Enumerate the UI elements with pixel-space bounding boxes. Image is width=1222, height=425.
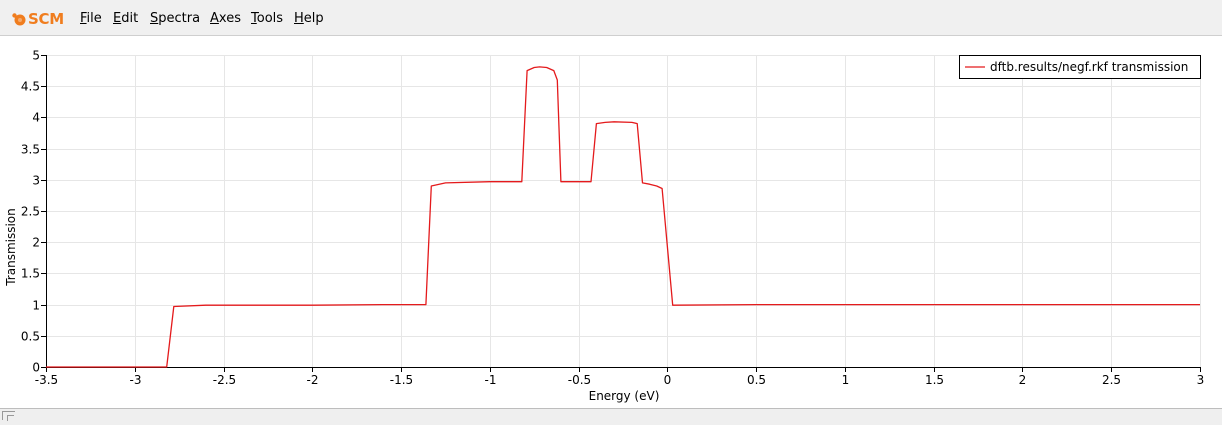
y-tick-label: 4 xyxy=(32,111,40,125)
y-axis-label: Transmission xyxy=(4,208,18,287)
plot-area[interactable]: -3.5 -3 -2.5 -2 -1.5 -1 -0.5 0 0.5 1 1.5 2 2.5 3 0 0.5 1… xyxy=(0,36,1222,408)
scm-logo-icon xyxy=(12,13,26,26)
x-tick-label: -1 xyxy=(485,373,497,387)
menu-help-label: elp xyxy=(303,11,324,26)
menu-spectra[interactable]: Spectra xyxy=(150,11,200,26)
menu-edit-accel: E xyxy=(113,11,122,26)
resize-handle-icon[interactable] xyxy=(2,411,15,421)
y-tick-label: 2 xyxy=(32,236,40,250)
x-tick-label: 3 xyxy=(1197,373,1205,387)
y-tick-label: 3.5 xyxy=(21,143,40,157)
menu-tools-accel: T xyxy=(251,11,257,26)
y-tick-label: 2.5 xyxy=(21,205,40,219)
x-tick-label: -2 xyxy=(307,373,319,387)
x-tick-label: -2.5 xyxy=(213,373,236,387)
series-layer xyxy=(46,66,1200,368)
menu-help[interactable]: Help xyxy=(294,11,324,26)
series-line-transmission xyxy=(46,66,1200,368)
x-tick-label: 2 xyxy=(1019,373,1027,387)
menu-axes[interactable]: Axes xyxy=(210,11,241,26)
y-tick-label: 1 xyxy=(32,299,40,313)
menu-axes-label: xes xyxy=(218,11,241,26)
y-tick-label: 1.5 xyxy=(21,267,40,281)
x-tick-label: -3 xyxy=(130,373,142,387)
axes: -3.5 -3 -2.5 -2 -1.5 -1 -0.5 0 0.5 1 1.5 2 2.5 3 0 0.5 1… xyxy=(21,49,1204,388)
y-tick-label: 4.5 xyxy=(21,80,40,94)
menu-tools[interactable]: Tools xyxy=(251,11,283,26)
x-tick-label: -3.5 xyxy=(35,373,58,387)
grid-lines xyxy=(46,55,1201,368)
menu-bar: SCM File Edit Spectra Axes Tools Help xyxy=(0,0,1222,36)
y-tick-label: 0 xyxy=(32,361,40,375)
x-tick-label: 1 xyxy=(842,373,850,387)
x-tick-label: 0.5 xyxy=(747,373,766,387)
menu-file-label: ile xyxy=(86,11,102,26)
legend-box xyxy=(959,55,1201,79)
x-tick-label: -1.5 xyxy=(390,373,413,387)
menu-spectra-accel: S xyxy=(150,11,159,26)
y-tick-label: 5 xyxy=(32,49,40,63)
x-tick-label: 0 xyxy=(664,373,672,387)
menu-axes-accel: A xyxy=(210,11,219,26)
y-tick-label: 0.5 xyxy=(21,330,40,344)
x-axis-label: Energy (eV) xyxy=(589,389,660,403)
menu-tools-label: ools xyxy=(256,11,284,26)
logo-text: SCM xyxy=(28,10,64,28)
menu-help-accel: H xyxy=(294,11,304,26)
menu-spectra-label: pectra xyxy=(158,11,201,26)
status-bar xyxy=(0,408,1222,425)
scm-logo[interactable]: SCM xyxy=(11,9,64,29)
legend[interactable]: dftb.results/negf.rkf transmission xyxy=(959,55,1201,79)
x-tick-label: -0.5 xyxy=(568,373,591,387)
transmission-chart[interactable]: -3.5 -3 -2.5 -2 -1.5 -1 -0.5 0 0.5 1 1.5 2 2.5 3 0 0.5 1… xyxy=(0,36,1222,408)
y-tick-label: 3 xyxy=(32,174,40,188)
menu-file[interactable]: File xyxy=(80,11,102,26)
menu-file-accel: F xyxy=(80,11,87,26)
x-tick-label: 2.5 xyxy=(1102,373,1121,387)
legend-entry: dftb.results/negf.rkf transmission xyxy=(990,60,1188,74)
x-tick-label: 1.5 xyxy=(925,373,944,387)
menu-edit-label: dit xyxy=(121,11,139,26)
menu-edit[interactable]: Edit xyxy=(113,11,138,26)
